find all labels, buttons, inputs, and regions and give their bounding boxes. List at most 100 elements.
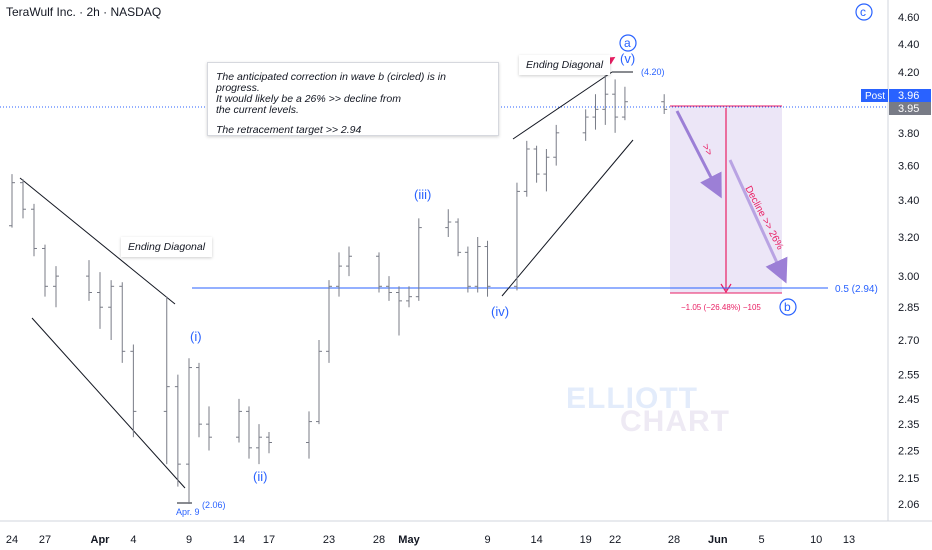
date-tick-label: 10 [810, 534, 822, 546]
last-price-badge [889, 102, 931, 115]
ohlc-bar [256, 424, 262, 465]
date-tick-label: Apr [91, 534, 111, 546]
ohlc-bar [326, 280, 332, 363]
ohlc-bar [464, 246, 471, 293]
watermark-elliott: ELLIOTT [566, 382, 698, 415]
price-tick-label: 4.20 [898, 67, 919, 79]
price-tick-label: 3.40 [898, 195, 919, 207]
date-tick-label: Jun [708, 534, 728, 546]
ohlc-bar [602, 72, 609, 125]
ohlc-bar [523, 140, 530, 197]
circled-a-marker[interactable] [619, 34, 637, 52]
date-tick-label: 23 [323, 534, 335, 546]
ohlc-bar [396, 286, 402, 336]
price-axis[interactable]: 4.60 4.40 4.20 3.95 3.80 3.60 3.40 3.20 3.00 2.85… [898, 12, 919, 511]
date-tick-label: 22 [609, 534, 621, 546]
ohlc-bar [119, 282, 126, 363]
high-price-label: (4.20) [641, 67, 665, 77]
ohlc-bar [582, 109, 589, 141]
circled-b-marker[interactable] [779, 298, 797, 316]
wave-label-iii: (iii) [414, 187, 431, 202]
ohlc-bar [20, 179, 26, 219]
ohlc-bar [236, 398, 242, 443]
circled-c-label: c [860, 5, 866, 19]
ending-diagonal-tag-left[interactable]: Ending Diagonal [121, 237, 213, 257]
date-tick-label: 14 [530, 534, 542, 546]
low-price-label: (2.06) [202, 500, 226, 510]
measure-arrow-head [720, 283, 732, 294]
ohlc-bars [9, 72, 668, 504]
ohlc-bar [86, 260, 92, 301]
ohlc-bar [346, 246, 352, 277]
ohlc-bar [533, 145, 540, 183]
date-tick-label: 27 [39, 534, 51, 546]
date-tick-label: 28 [373, 534, 385, 546]
post-price: 3.96 [898, 90, 919, 102]
ohlc-bar [196, 362, 202, 438]
ohlc-bar [455, 218, 462, 257]
price-tick-label: 2.06 [898, 499, 919, 511]
ohlc-bar [612, 79, 619, 133]
price-tick-label: 4.60 [898, 12, 919, 24]
ohlc-bar [386, 276, 392, 301]
ohlc-bar [376, 252, 382, 293]
circled-c-marker[interactable] [855, 3, 873, 21]
wave-label-iv: (iv) [491, 304, 509, 319]
date-tick-label: 4 [130, 534, 136, 546]
ohlc-bar [246, 406, 252, 459]
fib-level-label: 0.5 (2.94) [835, 284, 878, 295]
price-tick-label: 3.80 [898, 128, 919, 140]
price-tick-label: 2.45 [898, 394, 919, 406]
left-diagonal-lower [31, 317, 186, 489]
circled-a-label: a [624, 36, 631, 50]
ending-diagonal-tag-right[interactable]: Ending Diagonal [519, 55, 611, 75]
time-axis[interactable]: 24 27 Apr 4 9 14 17 23 28 May 9 14 19 22 28 Jun 5 10 13 [6, 534, 855, 546]
price-tick-label: 2.25 [898, 446, 919, 458]
ohlc-bar [316, 339, 322, 425]
axis-corner [889, 522, 932, 550]
ohlc-bar [53, 266, 59, 308]
date-tick-label: May [398, 534, 420, 546]
ohlc-bar [130, 344, 137, 438]
ohlc-bar [9, 174, 15, 228]
callout-line-2: It would likely be a 26% >> decline from [216, 93, 402, 105]
ohlc-bar [621, 86, 628, 121]
ohlc-bar [484, 240, 491, 297]
date-tick-label: 14 [233, 534, 245, 546]
watermark-chart: CHART [620, 405, 730, 438]
low-date-label: Apr. 9 [176, 507, 200, 517]
callout-line-1: The anticipated correction in wave b (ci… [216, 71, 446, 94]
arrow-marker-label: >> [699, 142, 714, 158]
ohlc-bar [97, 272, 103, 329]
date-tick-label: 5 [758, 534, 764, 546]
ohlc-bar [206, 406, 212, 451]
post-badge [861, 89, 888, 102]
ohlc-bar [513, 182, 520, 291]
ohlc-bar [42, 244, 48, 297]
post-label: Post [865, 91, 885, 102]
callout-line-3: the current levels. [216, 104, 299, 116]
price-tick-label: 2.15 [898, 473, 919, 485]
wave-label-ii: (ii) [253, 469, 267, 484]
chart-title: TeraWulf Inc. · 2h · NASDAQ [6, 5, 162, 19]
price-tick-label: 3.20 [898, 232, 919, 244]
right-diagonal-upper [512, 71, 613, 140]
projection-arrow-1 [675, 110, 722, 199]
ohlc-bar [406, 286, 412, 308]
ohlc-bar [543, 148, 550, 192]
circled-b-label: b [784, 300, 791, 314]
ohlc-bar [553, 124, 560, 166]
date-tick-label: 9 [186, 534, 192, 546]
analysis-callout[interactable]: The anticipated correction in wave b (ci… [207, 62, 499, 136]
wave-label-v: (v) [620, 51, 635, 66]
date-tick-label: 17 [263, 534, 275, 546]
ohlc-bar [108, 280, 115, 340]
ohlc-bar [661, 94, 668, 114]
price-tick-label: 4.40 [898, 39, 919, 51]
wave-label-i: (i) [190, 329, 202, 344]
ohlc-bar [306, 411, 312, 459]
ohlc-bar [163, 296, 170, 465]
date-tick-label: 24 [6, 534, 18, 546]
price-tick-label: 2.85 [898, 302, 919, 314]
